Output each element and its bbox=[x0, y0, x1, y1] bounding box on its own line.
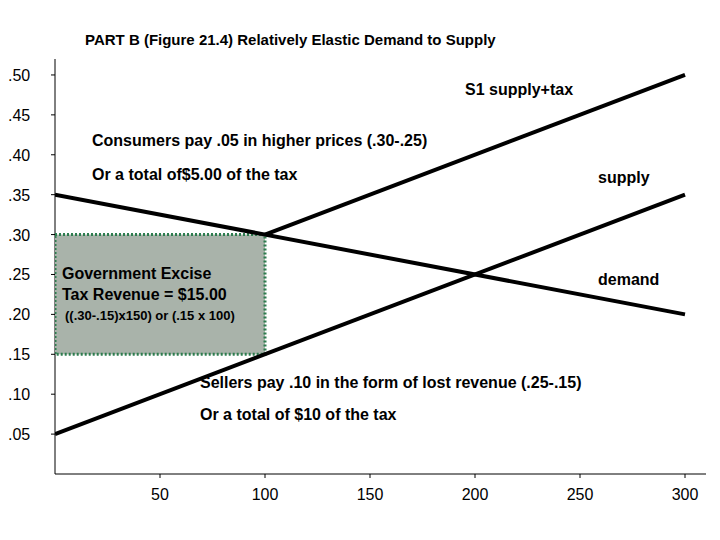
title: PART B (Figure 21.4) Relatively Elastic … bbox=[85, 31, 496, 48]
x-tick bbox=[685, 474, 686, 478]
y-tick-label: .20 bbox=[8, 306, 30, 323]
annotation: Or a total of$5.00 of the tax bbox=[92, 166, 297, 183]
y-tick-label: .05 bbox=[8, 426, 30, 443]
annotation: Government Excise bbox=[62, 265, 212, 282]
tax-revenue-area bbox=[55, 235, 265, 355]
series-label: demand bbox=[598, 271, 659, 288]
x-tick-label: 50 bbox=[151, 486, 169, 503]
y-tick-label: .10 bbox=[8, 386, 30, 403]
x-tick-label: 100 bbox=[252, 486, 279, 503]
marks bbox=[55, 75, 685, 434]
y-tick-label: .40 bbox=[8, 147, 30, 164]
y-tick-label: .25 bbox=[8, 266, 30, 283]
annotation: Tax Revenue = $15.00 bbox=[62, 286, 227, 303]
y-tick-label: .45 bbox=[8, 107, 30, 124]
y-tick bbox=[51, 314, 55, 315]
y-tick-label: .50 bbox=[8, 67, 30, 84]
y-tick bbox=[51, 354, 55, 355]
x-tick bbox=[580, 474, 581, 478]
x-tick bbox=[370, 474, 371, 478]
y-tick-label: .30 bbox=[8, 227, 30, 244]
y-tick-label: .15 bbox=[8, 346, 30, 363]
x-tick-label: 200 bbox=[462, 486, 489, 503]
y-tick-label: .35 bbox=[8, 187, 30, 204]
y-tick bbox=[51, 434, 55, 435]
x-tick-label: 300 bbox=[672, 486, 699, 503]
y-tick bbox=[51, 234, 55, 235]
background bbox=[0, 0, 720, 540]
x-tick-label: 250 bbox=[567, 486, 594, 503]
y-tick bbox=[51, 394, 55, 395]
x-axis bbox=[55, 474, 706, 475]
annotation: Consumers pay .05 in higher prices (.30-… bbox=[92, 132, 427, 149]
y-tick bbox=[51, 274, 55, 275]
annotation: Or a total of $10 of the tax bbox=[200, 406, 397, 423]
series-line bbox=[55, 195, 685, 434]
x-tick bbox=[160, 474, 161, 478]
series-label: supply bbox=[598, 169, 650, 186]
y-tick bbox=[51, 194, 55, 195]
series-line bbox=[265, 75, 685, 235]
y-tick bbox=[51, 154, 55, 155]
series-label: S1 supply+tax bbox=[465, 81, 573, 98]
y-tick bbox=[51, 74, 55, 75]
annotation: ((.30-.15)x150) or (.15 x 100) bbox=[65, 308, 235, 323]
x-tick bbox=[475, 474, 476, 478]
y-tick bbox=[51, 114, 55, 115]
x-tick bbox=[265, 474, 266, 478]
x-tick-label: 150 bbox=[357, 486, 384, 503]
series-line bbox=[55, 195, 685, 315]
annotation: Sellers pay .10 in the form of lost reve… bbox=[200, 374, 581, 391]
